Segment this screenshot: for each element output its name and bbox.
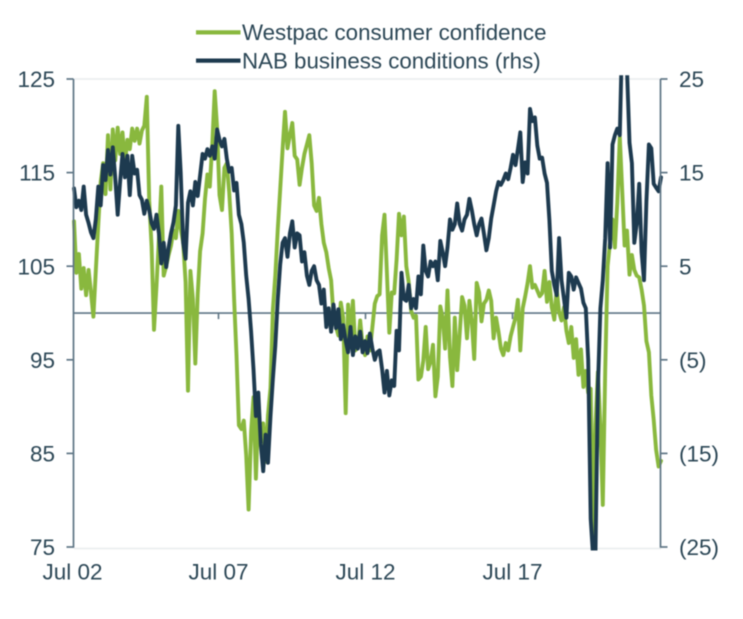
svg-text:95: 95 [30, 348, 55, 373]
svg-text:NAB business conditions (rhs): NAB business conditions (rhs) [242, 48, 541, 73]
svg-text:Jul 12: Jul 12 [335, 560, 395, 585]
svg-text:Jul 17: Jul 17 [482, 560, 542, 585]
svg-text:115: 115 [19, 161, 55, 186]
svg-text:25: 25 [679, 67, 704, 92]
svg-text:Jul 07: Jul 07 [188, 560, 248, 585]
svg-text:75: 75 [30, 535, 55, 560]
svg-text:105: 105 [17, 254, 55, 279]
svg-text:Westpac consumer confidence: Westpac consumer confidence [242, 20, 546, 45]
svg-text:(25): (25) [679, 535, 719, 560]
svg-text:Jul 02: Jul 02 [42, 560, 102, 585]
svg-text:(5): (5) [679, 348, 707, 373]
svg-text:85: 85 [30, 442, 55, 467]
svg-text:125: 125 [17, 67, 55, 92]
svg-text:5: 5 [679, 254, 692, 279]
svg-text:15: 15 [679, 161, 704, 186]
svg-text:(15): (15) [679, 442, 719, 467]
